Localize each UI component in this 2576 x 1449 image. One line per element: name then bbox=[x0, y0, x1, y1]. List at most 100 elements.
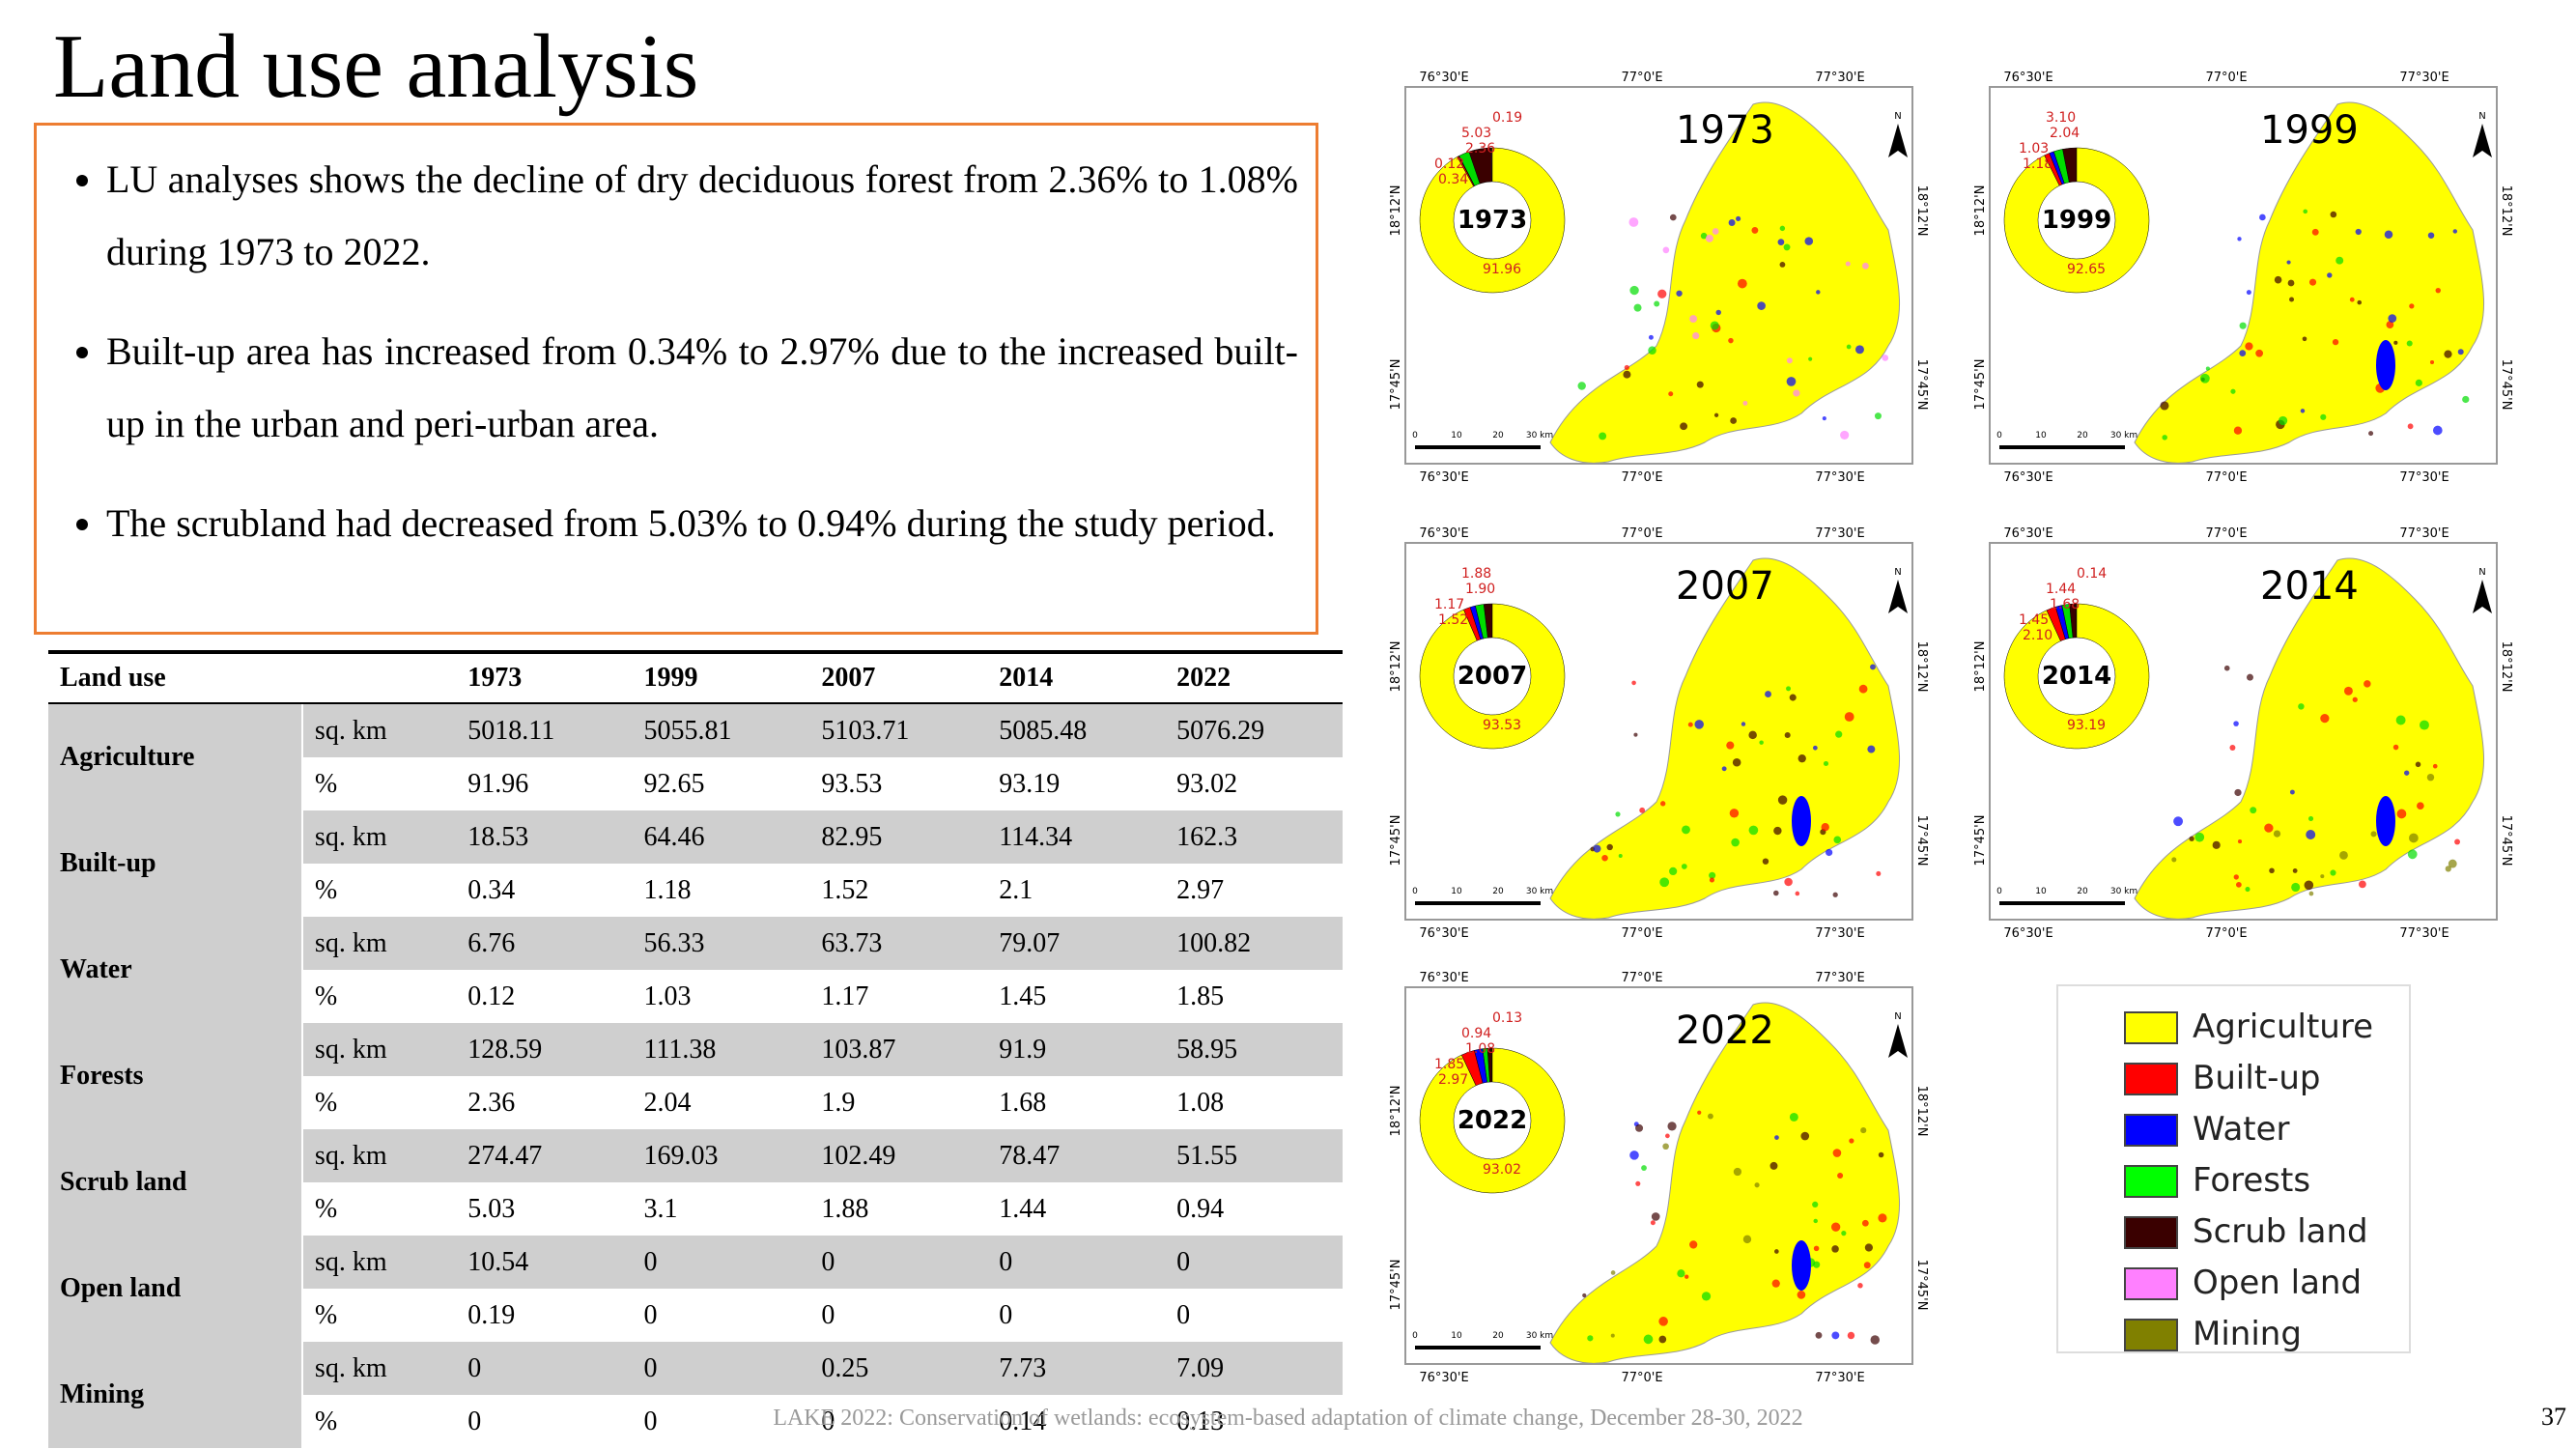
land-patch bbox=[1798, 754, 1806, 763]
land-patch bbox=[2286, 260, 2291, 265]
cell: 0 bbox=[809, 1236, 988, 1289]
land-patch bbox=[1826, 848, 1833, 857]
land-patch bbox=[1820, 829, 1826, 836]
district-shape bbox=[1549, 557, 1901, 920]
land-patch bbox=[1816, 290, 1821, 295]
cell: 1.18 bbox=[643, 874, 692, 905]
land-patch bbox=[1786, 377, 1797, 386]
land-patch bbox=[1812, 745, 1818, 751]
cell: 2.04 bbox=[643, 1087, 692, 1118]
land-patch bbox=[2302, 336, 2307, 342]
donut-segment bbox=[1469, 605, 1484, 640]
land-patch bbox=[1709, 877, 1714, 883]
donut-label: 2.97 bbox=[1438, 1072, 1468, 1088]
scale-label: 20 bbox=[2077, 431, 2088, 440]
lake bbox=[2376, 340, 2395, 390]
donut-label: 92.65 bbox=[2067, 262, 2106, 277]
land-patch bbox=[1729, 809, 1740, 818]
land-patch bbox=[1759, 740, 1764, 745]
donut-label: 0.14 bbox=[2077, 566, 2107, 582]
land-patch bbox=[2279, 415, 2288, 426]
land-patch bbox=[1808, 356, 1813, 361]
cell: 1.68 bbox=[999, 1087, 1047, 1118]
cell: sq. km bbox=[301, 703, 457, 757]
land-patch bbox=[2246, 290, 2251, 296]
cell: 0 bbox=[467, 1406, 482, 1436]
cell: 82.95 bbox=[809, 810, 988, 864]
cell: sq. km bbox=[301, 1342, 457, 1395]
cell: 93.19 bbox=[999, 768, 1061, 799]
land-patch bbox=[2339, 850, 2348, 860]
donut-label: 0.19 bbox=[1492, 110, 1522, 126]
map-year: 2022 bbox=[1676, 1009, 1774, 1053]
table-row: Open land sq. km 10.54 0 0 0 0 bbox=[48, 1236, 1343, 1342]
land-patch bbox=[1708, 1113, 1713, 1120]
legend-label: Scrub land bbox=[2193, 1212, 2368, 1251]
land-patch bbox=[1765, 691, 1771, 698]
land-patch bbox=[2335, 256, 2344, 265]
cell: 0.19 bbox=[467, 1299, 516, 1330]
donut-label: 2.10 bbox=[2023, 628, 2052, 643]
cell: 93.02 bbox=[1176, 768, 1238, 799]
legend-label: Water bbox=[2193, 1110, 2290, 1149]
header-cell: 2022 bbox=[1165, 650, 1343, 704]
lat-label: 18°12'N bbox=[2499, 641, 2513, 693]
donut-label: 0.12 bbox=[1434, 156, 1464, 172]
north-arrow bbox=[1888, 580, 1908, 613]
cell: 63.73 bbox=[809, 917, 988, 970]
land-patch bbox=[1631, 680, 1636, 686]
cell: 79.07 bbox=[987, 917, 1166, 970]
land-patch bbox=[2427, 232, 2435, 239]
cell: 114.34 bbox=[987, 810, 1166, 864]
land-patch bbox=[1628, 217, 1639, 227]
page-number: 37 bbox=[2541, 1403, 2566, 1431]
donut-segment bbox=[1458, 151, 1481, 186]
land-patch bbox=[1821, 823, 1829, 832]
scale-label: 10 bbox=[2035, 431, 2047, 440]
land-patch bbox=[1648, 346, 1656, 355]
land-patch bbox=[1659, 801, 1666, 807]
donut-segment bbox=[1483, 603, 1493, 639]
donut-label: 0.34 bbox=[1438, 172, 1468, 187]
cell: 5.03 bbox=[467, 1193, 516, 1224]
scale-label: 0 bbox=[1412, 431, 1418, 440]
donut-label: 1.90 bbox=[1465, 582, 1495, 597]
land-patch bbox=[2415, 761, 2421, 768]
land-patch bbox=[2404, 770, 2410, 776]
land-patch bbox=[2233, 721, 2239, 726]
cell: 1.17 bbox=[821, 980, 869, 1011]
land-patch bbox=[1751, 226, 1759, 234]
lon-label: 77°0'E bbox=[1621, 926, 1662, 941]
land-patch bbox=[2199, 373, 2210, 384]
lon-label: 77°0'E bbox=[1621, 470, 1662, 485]
cell: 274.47 bbox=[456, 1129, 633, 1182]
land-patch bbox=[2307, 815, 2314, 822]
lon-label: 77°0'E bbox=[1621, 971, 1662, 985]
land-patch bbox=[1878, 1213, 1887, 1223]
land-patch bbox=[1712, 323, 1721, 333]
cell: 64.46 bbox=[632, 810, 810, 864]
header-cell: 1999 bbox=[632, 650, 810, 704]
donut-segment bbox=[1486, 1047, 1492, 1083]
land-patch bbox=[2392, 744, 2399, 751]
scale-label: 10 bbox=[1451, 431, 1462, 440]
bullet: LU analyses shows the decline of dry dec… bbox=[106, 143, 1298, 288]
land-patch bbox=[2308, 278, 2317, 286]
north-label: N bbox=[1894, 111, 1901, 122]
land-patch bbox=[1624, 364, 1629, 371]
land-patch bbox=[1643, 1334, 1654, 1345]
land-patch bbox=[1657, 289, 1667, 298]
land-patch bbox=[1629, 1151, 1639, 1160]
cell: % bbox=[314, 874, 338, 905]
donut-label: 1.08 bbox=[1465, 1041, 1495, 1057]
cell: 1.08 bbox=[1176, 1087, 1225, 1118]
north-label: N bbox=[1894, 1011, 1901, 1022]
land-patch bbox=[2349, 297, 2355, 302]
district-shape bbox=[2134, 557, 2485, 920]
land-patch bbox=[2330, 869, 2336, 876]
map-year: 1999 bbox=[2260, 108, 2359, 153]
land-patch bbox=[1692, 331, 1700, 340]
cell: 1.03 bbox=[643, 980, 692, 1011]
land-patch bbox=[2212, 840, 2221, 849]
cell: 56.33 bbox=[632, 917, 810, 970]
